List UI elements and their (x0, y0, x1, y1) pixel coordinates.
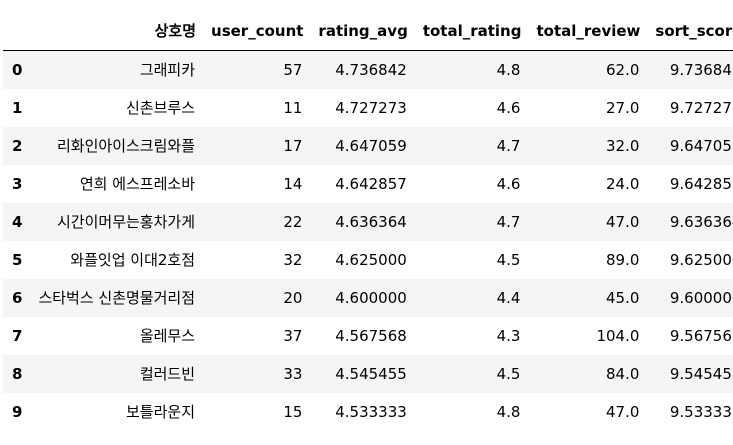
cell-rating-avg: 4.727273 (335, 99, 407, 117)
cell-user-count: 20 (283, 289, 303, 307)
header-sort-score: sort_score (647, 12, 733, 51)
cell-user-count: 57 (283, 61, 303, 79)
cell-rating-avg: 4.600000 (335, 289, 407, 307)
header-total-rating: total_rating (414, 12, 529, 51)
cell-user-count: 33 (283, 365, 303, 383)
cell-total-rating: 4.3 (496, 327, 521, 345)
cell-total-rating: 4.8 (496, 61, 521, 79)
cell-name: 시간이머무는홍차가게 (57, 213, 196, 231)
dataframe-table: 상호명 user_count rating_avg total_rating t… (3, 12, 733, 431)
table-row: 7 올레무스 37 4.567568 4.3 104.0 9.567568 (3, 317, 733, 355)
cell-sort-score: 9.736842 (669, 61, 733, 79)
row-index: 9 (12, 403, 23, 421)
table-header: 상호명 user_count rating_avg total_rating t… (3, 12, 733, 51)
cell-user-count: 15 (283, 403, 303, 421)
cell-rating-avg: 4.642857 (335, 175, 407, 193)
table-row: 6 스타벅스 신촌명물거리점 20 4.600000 4.4 45.0 9.60… (3, 279, 733, 317)
cell-rating-avg: 4.545455 (335, 365, 407, 383)
cell-total-review: 84.0 (606, 365, 640, 383)
row-index: 7 (12, 327, 23, 345)
cell-rating-avg: 4.736842 (335, 61, 407, 79)
table-row: 2 리화인아이스크림와플 17 4.647059 4.7 32.0 9.6470… (3, 127, 733, 165)
table-row: 1 신촌브루스 11 4.727273 4.6 27.0 9.727273 (3, 89, 733, 127)
table-body: 0 그래피카 57 4.736842 4.8 62.0 9.736842 1 신… (3, 50, 733, 431)
cell-name: 스타벅스 신촌명물거리점 (38, 289, 196, 307)
header-rating-avg: rating_avg (310, 12, 415, 51)
cell-rating-avg: 4.636364 (335, 213, 407, 231)
cell-sort-score: 9.636364 (669, 213, 733, 231)
table-row: 3 연희 에스프레소바 14 4.642857 4.6 24.0 9.64285… (3, 165, 733, 203)
table-row: 4 시간이머무는홍차가게 22 4.636364 4.7 47.0 9.6363… (3, 203, 733, 241)
header-row: 상호명 user_count rating_avg total_rating t… (3, 12, 733, 51)
cell-total-review: 47.0 (606, 403, 640, 421)
cell-sort-score: 9.533333 (669, 403, 733, 421)
row-index: 0 (12, 61, 23, 79)
header-user-count: user_count (203, 12, 311, 51)
cell-total-review: 45.0 (606, 289, 640, 307)
cell-name: 연희 에스프레소바 (79, 175, 196, 193)
cell-name: 리화인아이스크림와플 (57, 137, 196, 155)
cell-sort-score: 9.647059 (669, 137, 733, 155)
cell-rating-avg: 4.533333 (335, 403, 407, 421)
cell-name: 와플잇업 이대2호점 (70, 251, 196, 269)
cell-rating-avg: 4.625000 (335, 251, 407, 269)
cell-user-count: 32 (283, 251, 303, 269)
cell-total-review: 62.0 (606, 61, 640, 79)
cell-total-rating: 4.8 (496, 403, 521, 421)
row-index: 3 (12, 175, 23, 193)
cell-name: 보틀라운지 (126, 403, 196, 421)
cell-sort-score: 9.567568 (669, 327, 733, 345)
cell-total-review: 89.0 (606, 251, 640, 269)
cell-rating-avg: 4.647059 (335, 137, 407, 155)
header-index (3, 12, 31, 51)
row-index: 4 (12, 213, 23, 231)
cell-sort-score: 9.600000 (669, 289, 733, 307)
cell-sort-score: 9.642857 (669, 175, 733, 193)
cell-total-rating: 4.7 (496, 213, 521, 231)
cell-total-review: 27.0 (606, 99, 640, 117)
table-row: 0 그래피카 57 4.736842 4.8 62.0 9.736842 (3, 50, 733, 89)
cell-name: 그래피카 (139, 61, 196, 79)
cell-total-review: 24.0 (606, 175, 640, 193)
cell-total-rating: 4.6 (496, 175, 521, 193)
dataframe-output: 상호명 user_count rating_avg total_rating t… (3, 12, 733, 431)
table-row: 9 보틀라운지 15 4.533333 4.8 47.0 9.533333 (3, 393, 733, 431)
cell-total-review: 47.0 (606, 213, 640, 231)
header-total-review: total_review (528, 12, 648, 51)
cell-sort-score: 9.727273 (669, 99, 733, 117)
row-index: 6 (12, 289, 23, 307)
cell-user-count: 11 (283, 99, 303, 117)
header-name: 상호명 (30, 12, 204, 51)
row-index: 1 (12, 99, 23, 117)
row-index: 5 (12, 251, 23, 269)
cell-user-count: 14 (283, 175, 303, 193)
cell-total-rating: 4.5 (496, 251, 521, 269)
table-row: 8 컬러드빈 33 4.545455 4.5 84.0 9.545455 (3, 355, 733, 393)
cell-name: 컬러드빈 (139, 365, 196, 383)
cell-total-rating: 4.5 (496, 365, 521, 383)
cell-total-rating: 4.7 (496, 137, 521, 155)
cell-user-count: 22 (283, 213, 303, 231)
cell-sort-score: 9.545455 (669, 365, 733, 383)
cell-total-rating: 4.6 (496, 99, 521, 117)
cell-rating-avg: 4.567568 (335, 327, 407, 345)
cell-total-review: 32.0 (606, 137, 640, 155)
cell-user-count: 17 (283, 137, 303, 155)
cell-total-rating: 4.4 (496, 289, 521, 307)
cell-name: 신촌브루스 (126, 99, 196, 117)
row-index: 2 (12, 137, 23, 155)
cell-sort-score: 9.625000 (669, 251, 733, 269)
cell-user-count: 37 (283, 327, 303, 345)
cell-total-review: 104.0 (596, 327, 640, 345)
row-index: 8 (12, 365, 23, 383)
cell-name: 올레무스 (139, 327, 196, 345)
table-row: 5 와플잇업 이대2호점 32 4.625000 4.5 89.0 9.6250… (3, 241, 733, 279)
